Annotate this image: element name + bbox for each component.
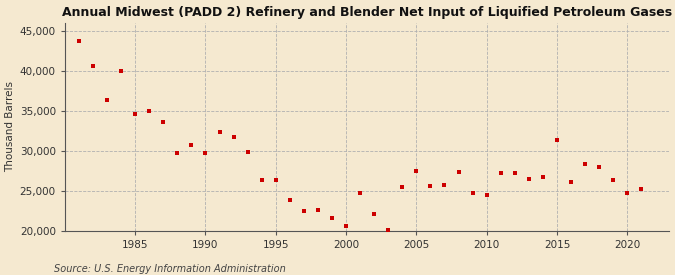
Point [537,175,548,180]
Point [313,208,323,213]
Point [510,171,520,175]
Point [411,169,422,173]
Point [115,69,126,74]
Point [186,143,197,147]
Point [397,185,408,189]
Point [594,165,605,169]
Point [341,223,352,228]
Point [467,191,478,196]
Point [453,170,464,174]
Title: Annual Midwest (PADD 2) Refinery and Blender Net Input of Liquified Petroleum Ga: Annual Midwest (PADD 2) Refinery and Ble… [62,6,672,18]
Point [383,228,394,233]
Point [608,178,618,182]
Point [172,151,183,156]
Point [580,161,591,166]
Point [298,209,309,213]
Point [158,120,169,124]
Point [284,198,295,202]
Text: Source: U.S. Energy Information Administration: Source: U.S. Energy Information Administ… [54,264,286,274]
Point [636,187,647,192]
Point [88,64,99,68]
Point [214,130,225,135]
Point [495,171,506,175]
Point [439,183,450,188]
Point [355,191,366,196]
Point [228,135,239,139]
Point [242,150,253,154]
Y-axis label: Thousand Barrels: Thousand Barrels [5,81,16,172]
Point [622,191,632,195]
Point [200,151,211,156]
Point [271,178,281,182]
Point [327,215,338,220]
Point [74,39,84,43]
Point [523,177,534,181]
Point [256,178,267,182]
Point [102,98,113,103]
Point [369,211,379,216]
Point [566,180,576,185]
Point [144,109,155,113]
Point [481,193,492,197]
Point [130,112,140,116]
Point [551,138,562,143]
Point [425,184,436,188]
